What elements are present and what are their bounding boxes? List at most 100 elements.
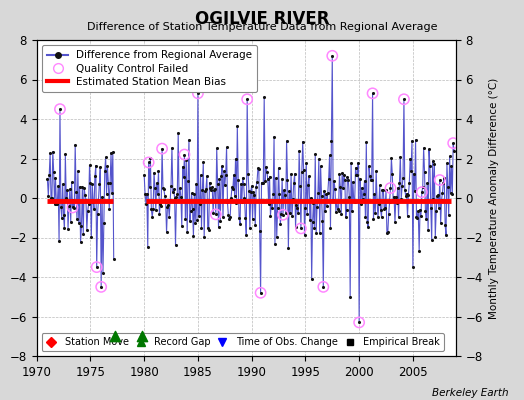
- Point: [292, 202, 301, 208]
- Point: [141, 190, 149, 197]
- Point: [166, 197, 174, 203]
- Point: [394, 184, 402, 191]
- Point: [100, 220, 108, 226]
- Point: [267, 199, 276, 205]
- Point: [436, 220, 445, 227]
- Point: [246, 225, 254, 231]
- Point: [316, 163, 325, 169]
- Point: [73, 216, 81, 222]
- Point: [49, 148, 57, 155]
- Point: [67, 218, 75, 225]
- Point: [384, 229, 392, 235]
- Point: [450, 148, 458, 154]
- Point: [341, 177, 349, 183]
- Point: [395, 180, 403, 186]
- Point: [154, 190, 162, 197]
- Point: [256, 290, 265, 296]
- Point: [163, 204, 172, 210]
- Point: [309, 199, 318, 206]
- Point: [56, 106, 64, 112]
- Point: [344, 177, 353, 184]
- Point: [434, 192, 442, 198]
- Point: [58, 215, 66, 221]
- Point: [242, 232, 250, 238]
- Point: [199, 159, 208, 166]
- Point: [395, 214, 403, 220]
- Point: [379, 186, 388, 193]
- Point: [239, 181, 248, 187]
- Point: [101, 168, 109, 174]
- Point: [234, 177, 243, 183]
- Point: [370, 191, 378, 197]
- Point: [313, 204, 321, 210]
- Point: [265, 201, 273, 207]
- Point: [277, 211, 286, 218]
- Point: [417, 212, 425, 219]
- Point: [48, 195, 56, 201]
- Point: [262, 164, 270, 170]
- Point: [232, 200, 241, 206]
- Point: [226, 214, 234, 220]
- Point: [408, 138, 416, 144]
- Text: Berkeley Earth: Berkeley Earth: [432, 388, 508, 398]
- Point: [92, 162, 100, 169]
- Point: [319, 284, 328, 290]
- Point: [289, 196, 297, 202]
- Point: [299, 166, 308, 173]
- Point: [201, 188, 209, 194]
- Point: [365, 163, 373, 170]
- Point: [152, 180, 161, 186]
- Point: [371, 210, 379, 217]
- Point: [266, 213, 275, 219]
- Point: [194, 213, 203, 219]
- Point: [188, 190, 196, 197]
- Point: [404, 192, 412, 198]
- Point: [324, 190, 332, 196]
- Point: [329, 197, 337, 203]
- Point: [383, 230, 391, 236]
- Point: [328, 52, 336, 59]
- Point: [415, 247, 423, 254]
- Point: [253, 178, 261, 185]
- Point: [399, 175, 407, 182]
- Point: [297, 225, 305, 232]
- Point: [43, 176, 52, 182]
- Point: [71, 141, 80, 148]
- Point: [386, 185, 395, 191]
- Point: [358, 184, 366, 191]
- Point: [410, 170, 418, 177]
- Point: [168, 144, 176, 151]
- Point: [145, 159, 153, 166]
- Point: [106, 180, 114, 186]
- Point: [362, 139, 370, 146]
- Point: [346, 294, 354, 300]
- Point: [443, 160, 451, 166]
- Point: [343, 174, 352, 180]
- Point: [402, 190, 411, 197]
- Point: [227, 195, 235, 201]
- Point: [271, 175, 280, 182]
- Point: [352, 165, 360, 171]
- Point: [287, 171, 295, 177]
- Point: [430, 161, 439, 168]
- Point: [296, 182, 304, 189]
- Point: [217, 173, 225, 179]
- Point: [221, 182, 229, 189]
- Point: [150, 169, 158, 176]
- Point: [368, 90, 377, 96]
- Point: [425, 162, 434, 169]
- Point: [331, 186, 339, 192]
- Point: [297, 225, 305, 232]
- Point: [355, 319, 363, 326]
- Point: [236, 220, 244, 227]
- Point: [111, 333, 119, 340]
- Point: [390, 193, 398, 200]
- Point: [110, 256, 118, 262]
- Point: [51, 175, 60, 181]
- Point: [149, 206, 157, 212]
- Point: [171, 242, 180, 248]
- Point: [210, 187, 218, 193]
- Point: [269, 191, 277, 197]
- Point: [194, 90, 202, 96]
- Point: [378, 186, 387, 193]
